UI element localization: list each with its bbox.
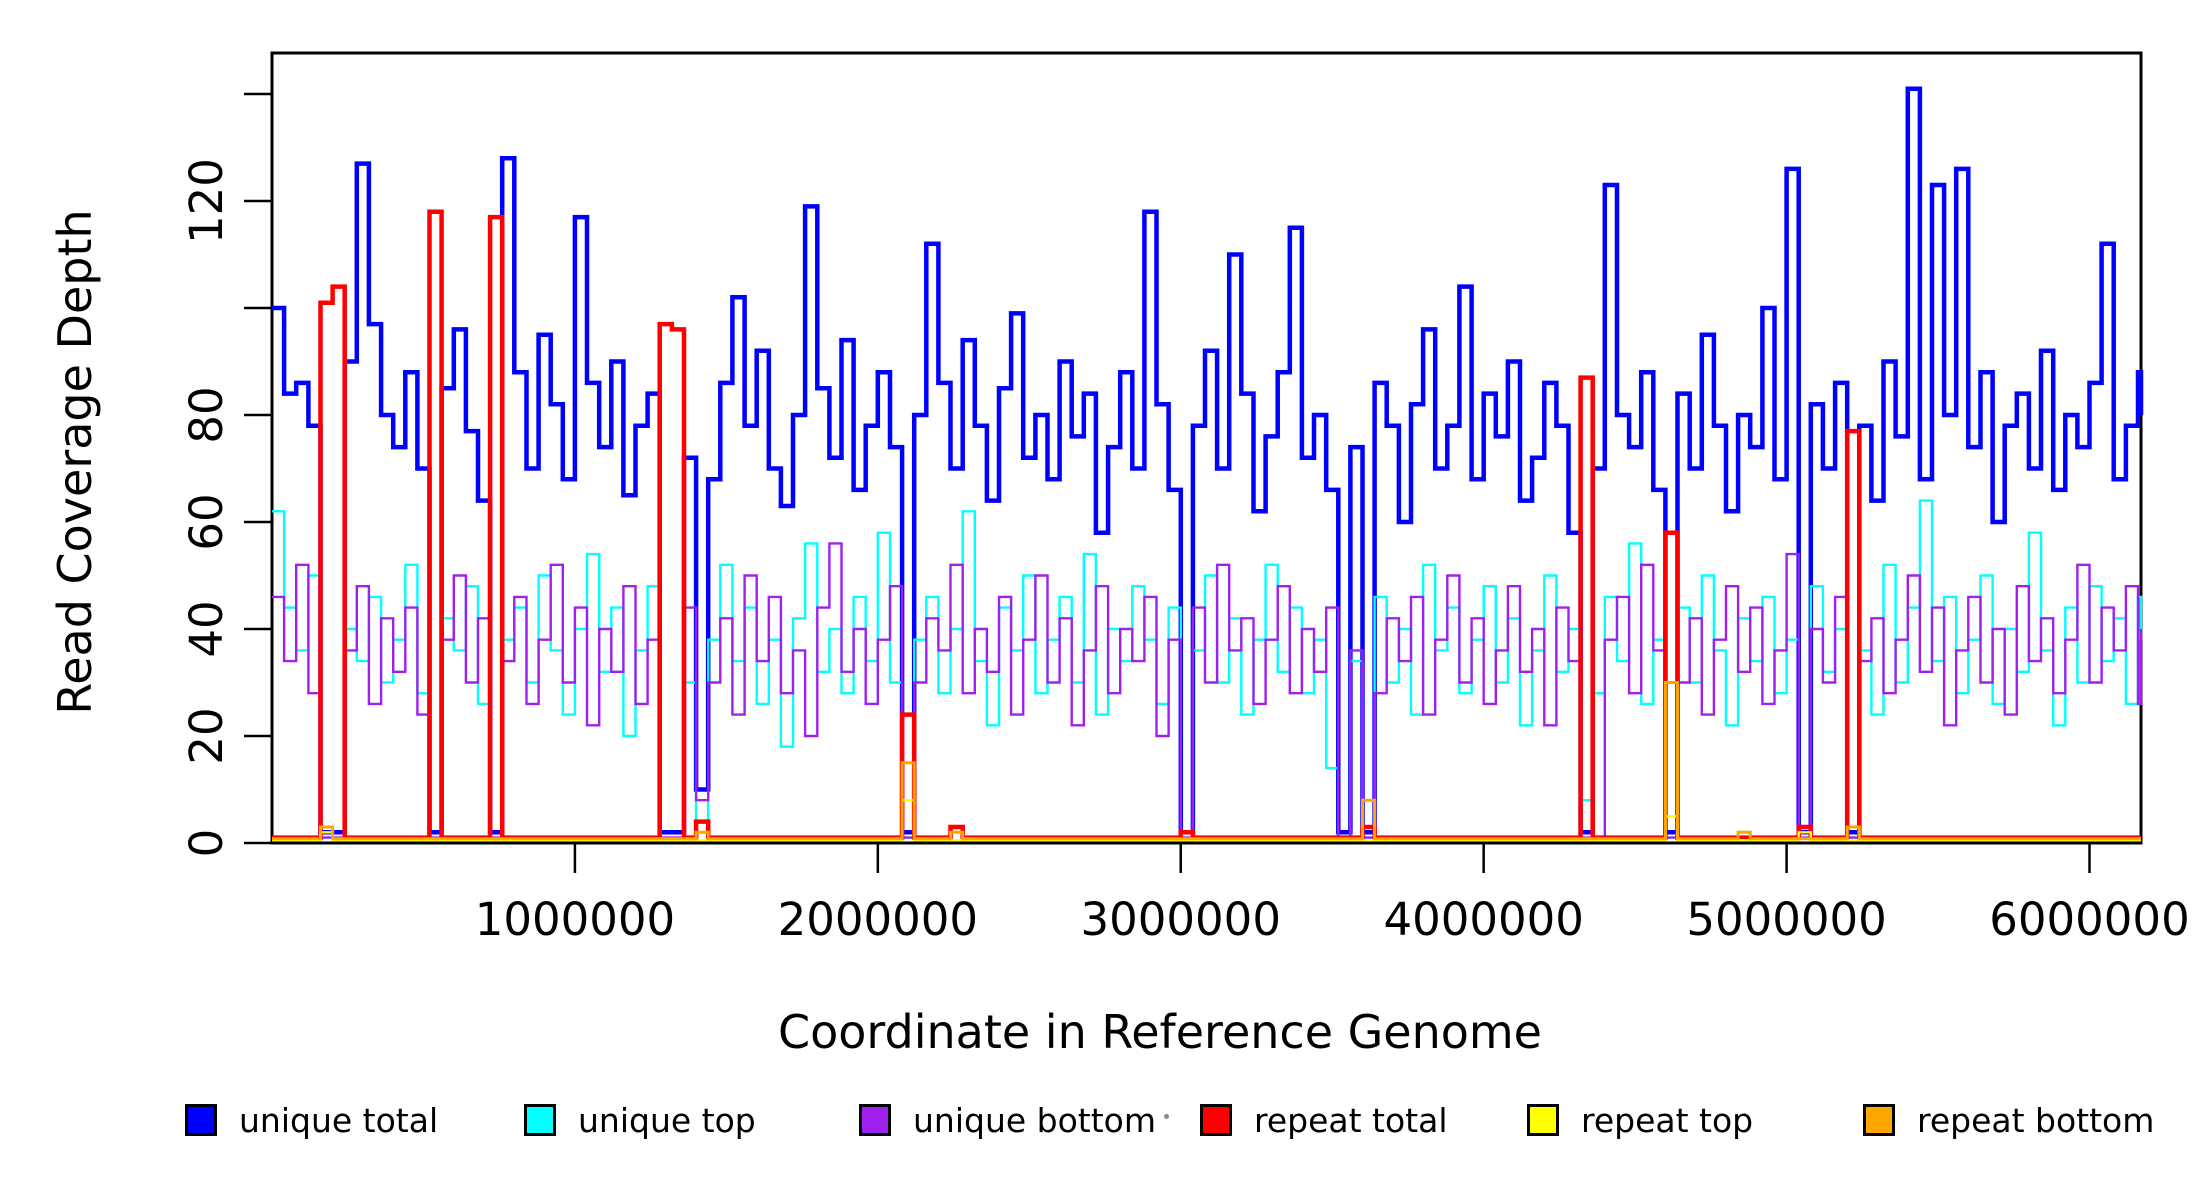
y-tick-label: 60 — [180, 493, 233, 550]
stray-mark — [1164, 1114, 1169, 1119]
x-tick-label: 1000000 — [475, 893, 675, 946]
x-tick-label: 2000000 — [778, 893, 978, 946]
legend-item-unique-total: unique total — [185, 1100, 438, 1140]
legend-label: repeat total — [1254, 1100, 1448, 1140]
legend-item-unique-bottom: unique bottom — [859, 1100, 1156, 1140]
legend-label: unique bottom — [913, 1100, 1157, 1140]
series-unique-total-line — [272, 86, 2144, 835]
unique-bottom-swatch-icon — [859, 1104, 891, 1136]
legend-label: repeat top — [1581, 1100, 1754, 1140]
legend-item-unique-top: unique top — [524, 1100, 756, 1140]
legend-label: unique total — [239, 1100, 439, 1140]
repeat-top-swatch-icon — [1527, 1104, 1559, 1136]
y-tick-label: 40 — [180, 600, 233, 657]
series-repeat-total-line — [272, 209, 2141, 840]
y-tick-label: 120 — [180, 158, 233, 244]
y-tick-label: 20 — [180, 707, 233, 764]
series-repeat-bottom-line — [272, 681, 2141, 841]
x-axis-title: Coordinate in Reference Genome — [778, 1005, 1542, 1059]
repeat-total-swatch-icon — [1200, 1104, 1232, 1136]
unique-top-swatch-icon — [524, 1104, 556, 1136]
x-tick-label: 6000000 — [1989, 893, 2189, 946]
legend-item-repeat-bottom: repeat bottom — [1863, 1100, 2154, 1140]
legend-label: repeat bottom — [1917, 1100, 2155, 1140]
legend-label: unique top — [578, 1100, 756, 1140]
unique-total-swatch-icon — [185, 1104, 217, 1136]
repeat-bottom-swatch-icon — [1863, 1104, 1895, 1136]
x-tick-label: 3000000 — [1081, 893, 1281, 946]
y-tick-label: 0 — [180, 829, 233, 858]
legend-item-repeat-total: repeat total — [1200, 1100, 1448, 1140]
x-tick-label: 5000000 — [1686, 893, 1886, 946]
plot-box — [270, 51, 2143, 845]
x-tick-label: 4000000 — [1383, 893, 1583, 946]
legend-item-repeat-top: repeat top — [1527, 1100, 1753, 1140]
series-repeat-top-line — [272, 799, 2141, 842]
y-axis-title: Read Coverage Depth — [48, 209, 102, 715]
y-tick-label: 80 — [180, 386, 233, 443]
